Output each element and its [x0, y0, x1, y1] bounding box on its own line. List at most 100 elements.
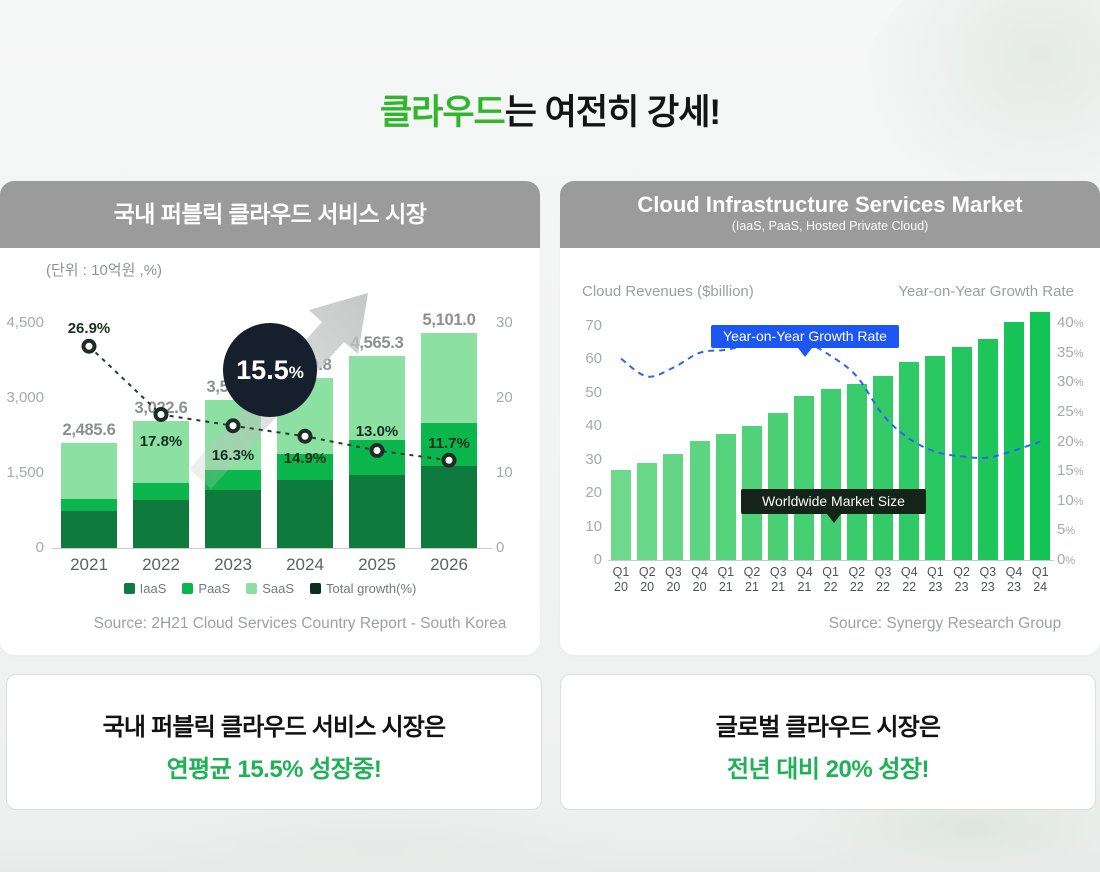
bar-value-label-2025: 4,565.3	[350, 333, 404, 352]
bar-segment-paas-2023	[205, 469, 261, 491]
tick-text: 40	[1057, 314, 1074, 332]
tick-text: 35	[1057, 343, 1074, 361]
x-axis-label-Q2-21: Q2 21	[743, 565, 761, 594]
domestic-summary-line1: 국내 퍼블릭 클라우드 서비스 시장은	[102, 714, 446, 741]
right-y-axis-tick-label: 35%	[1057, 344, 1097, 361]
legend-item-paas: PaaS	[182, 581, 230, 596]
bar-Q1-23	[925, 355, 946, 560]
x-axis-label-Q3-23: Q3 23	[979, 565, 997, 594]
x-axis-label-Q1-21: Q1 21	[717, 565, 735, 594]
x-axis-line	[52, 548, 492, 549]
bar-Q3-23	[977, 338, 998, 560]
bar-segment-paas-2025	[349, 440, 405, 475]
bar-Q4-21	[794, 395, 815, 560]
x-axis-label-Q3-21: Q3 21	[769, 565, 787, 594]
x-axis-label-Q2-20: Q2 20	[638, 565, 656, 594]
x-axis-label-Q4-20: Q4 20	[691, 565, 708, 594]
left-y-axis-tick-label: 0	[35, 539, 44, 556]
global-cloud-chart: 0 10 20 30 40 50 60 70 0% 5% 10% 15% 20% 25% 30% 35% 40%…	[560, 181, 1100, 655]
page-title-rest: 는 여전히 강세!	[504, 93, 721, 132]
total-growth-marker-2022	[153, 407, 169, 422]
tick-text: 0	[1057, 551, 1066, 568]
global-summary-line2: 전년 대비 20% 성장!	[726, 756, 930, 783]
left-y-axis-tick-label: 4,500	[6, 314, 44, 331]
left-y-axis-tick-label: 1,500	[6, 464, 44, 481]
left-y-axis-tick-label: 70	[585, 316, 602, 334]
x-axis-label-Q3-22: Q3 22	[874, 565, 892, 594]
bar-segment-iaas-2026	[421, 466, 477, 548]
right-y-axis-tick-label: 5%	[1057, 521, 1097, 538]
bar-segment-paas-2026	[421, 423, 477, 467]
right-y-axis-tick-label: 30	[496, 314, 513, 331]
x-axis-label-Q4-22: Q4 22	[900, 565, 918, 594]
bar-Q1-22	[820, 389, 841, 560]
x-axis-label-2023: 2023	[214, 555, 252, 574]
x-axis-label-Q1-24: Q1 24	[1031, 565, 1049, 594]
bar-segment-paas-2022	[133, 483, 189, 500]
growth-rate-tag: Year-on-Year Growth Rate	[711, 325, 899, 357]
page-title: 클라우드는 여전히 강세!	[0, 84, 1100, 135]
bar-value-label-2021: 2,485.6	[62, 421, 116, 440]
market-size-tag-label: Worldwide Market Size	[762, 493, 905, 509]
bar-segment-iaas-2025	[349, 474, 405, 548]
right-y-axis-tick-label: 0	[496, 539, 505, 556]
bar-segment-paas-2021	[61, 498, 117, 512]
tick-text: 30	[1057, 373, 1074, 391]
growth-label-2021: 26.9%	[67, 320, 111, 338]
growth-label-2023: 16.3%	[211, 446, 255, 464]
right-y-axis-tick-label: 15%	[1057, 462, 1097, 479]
x-axis-label-2024: 2024	[286, 555, 324, 574]
growth-rate-tag-label: Year-on-Year Growth Rate	[723, 328, 887, 344]
domestic-summary-line2: 연평균 15.5% 성장중!	[166, 756, 382, 783]
left-card-header: 국내 퍼블릭 클라우드 서비스 시장	[0, 181, 540, 248]
bar-segment-iaas-2023	[205, 490, 261, 548]
bar-segment-saas-2021	[61, 443, 117, 499]
legend-swatch	[246, 583, 258, 594]
total-growth-marker-2023	[225, 418, 241, 434]
bar-Q3-21	[768, 412, 789, 560]
bar-Q4-20	[689, 441, 710, 560]
legend-item-saas: SaaS	[246, 581, 294, 596]
legend-swatch	[182, 583, 194, 594]
growth-label-2026: 11.7%	[428, 435, 470, 453]
bar-segment-iaas-2021	[61, 511, 117, 548]
left-y-axis-tick-label: 40	[585, 417, 602, 434]
right-y-axis-tick-label: 40%	[1057, 314, 1097, 331]
right-card-title: Cloud Infrastructure Services Market	[637, 192, 1023, 217]
bar-segment-saas-2026	[421, 333, 477, 424]
x-axis-label-Q1-20: Q1 20	[612, 565, 630, 594]
bar-segment-paas-2024	[277, 454, 333, 480]
bar-Q1-24	[1030, 312, 1051, 560]
left-y-axis-tick-label: 60	[585, 350, 602, 367]
legend-label: PaaS	[198, 581, 231, 596]
bar-segment-saas-2022	[133, 420, 189, 484]
tick-text: %	[1065, 525, 1076, 538]
left-y-axis-tick-label: 10	[585, 517, 602, 535]
domestic-summary-box: 국내 퍼블릭 클라우드 서비스 시장은 연평균 15.5% 성장중!	[6, 674, 542, 810]
left-card-title: 국내 퍼블릭 클라우드 서비스 시장	[113, 201, 427, 227]
tick-text: 15	[1057, 462, 1074, 480]
legend-label: SaaS	[262, 581, 295, 596]
legend-item-totalgrowth: Total growth(%)	[310, 581, 416, 596]
right-y-axis-tick-label: 25%	[1057, 403, 1097, 420]
tick-text: 20	[1057, 432, 1074, 450]
bar-Q4-23	[1004, 322, 1024, 560]
right-y-axis-tick-label: 20	[496, 389, 513, 406]
bar-Q3-22	[873, 375, 893, 560]
bar-Q2-23	[951, 347, 972, 560]
tick-text: %	[1073, 318, 1084, 331]
right-card-subtitle: (IaaS, PaaS, Hosted Private Cloud)	[731, 219, 929, 233]
tick-text: 10	[1057, 491, 1074, 509]
total-growth-marker-2021	[81, 338, 97, 354]
bottom-strip-decoration	[0, 826, 1100, 872]
legend-swatch	[123, 583, 135, 594]
left-y-axis-tick-label: 50	[585, 383, 602, 401]
global-summary-line1: 글로벌 클라우드 시장은	[715, 714, 941, 741]
bar-Q4-22	[899, 362, 920, 560]
legend-label: Total growth(%)	[326, 581, 417, 596]
bar-Q2-22	[846, 384, 867, 560]
left-y-axis-tick-label: 3,000	[6, 389, 44, 406]
bar-segment-iaas-2024	[277, 479, 333, 548]
bar-value-label-2022: 3,022.6	[134, 398, 188, 417]
right-y-axis-tick-label: 20%	[1057, 433, 1097, 450]
